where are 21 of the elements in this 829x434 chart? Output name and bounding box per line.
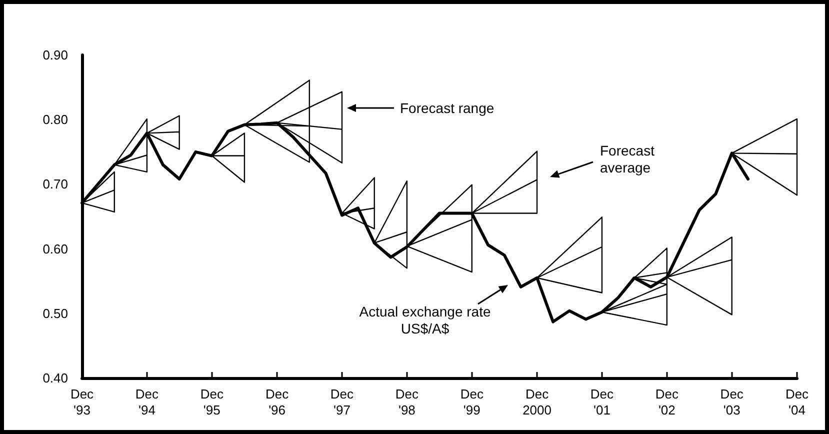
y-tick-label: 0.70 <box>42 176 68 192</box>
annotation: Actual exchange rate US$/A$ <box>359 304 491 336</box>
annotation: Forecast average <box>600 142 655 176</box>
x-tick-label: Dec '93 <box>70 386 94 418</box>
y-tick-label: 0.90 <box>42 48 68 62</box>
x-tick-label: Dec 2000 <box>522 386 552 418</box>
x-tick-label: Dec '03 <box>720 386 744 418</box>
x-tick-label: Dec '97 <box>330 386 354 418</box>
x-tick-label: Dec '99 <box>460 386 484 418</box>
x-tick-label: Dec '02 <box>655 386 679 418</box>
y-tick-label: 0.50 <box>42 306 68 321</box>
y-tick-label: 0.40 <box>42 370 68 386</box>
y-tick-label: 0.80 <box>42 112 68 128</box>
y-tick-label: 0.60 <box>42 241 68 256</box>
x-tick-label: Dec '04 <box>785 386 810 418</box>
x-tick-label: Dec '94 <box>135 386 160 418</box>
x-tick-label: Dec '96 <box>265 386 290 418</box>
x-tick-label: Dec '01 <box>590 386 614 418</box>
x-tick-label: Dec '98 <box>395 386 419 418</box>
x-tick-label: Dec '95 <box>200 386 224 418</box>
annotation: Forecast range <box>400 100 494 116</box>
